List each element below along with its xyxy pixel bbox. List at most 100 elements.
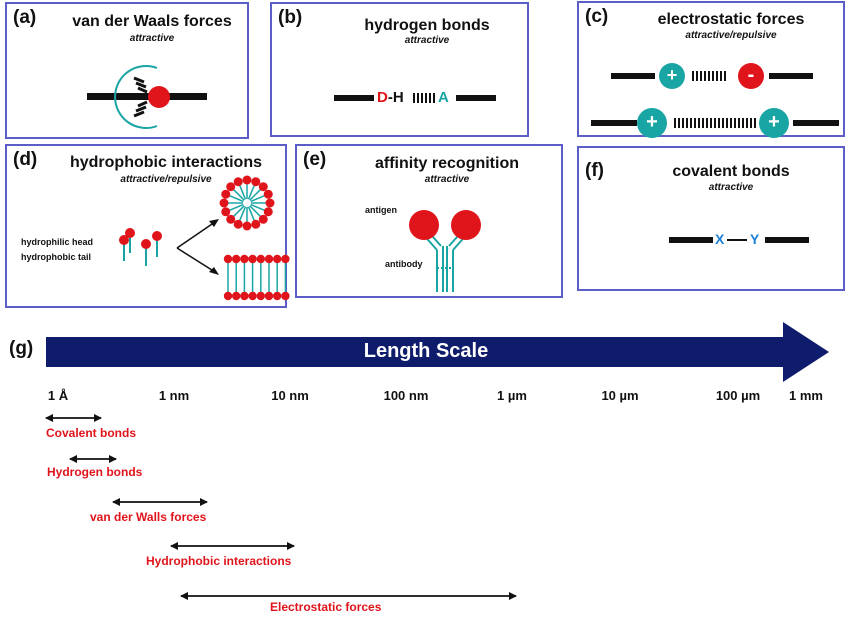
scale-tick-label: 1 mm bbox=[789, 388, 823, 403]
vdw-illustration bbox=[87, 65, 207, 129]
panel-hydrogen-bonds: (b) hydrogen bonds attractive D-H A bbox=[270, 2, 529, 137]
scale-tick-label: 100 nm bbox=[383, 388, 429, 403]
electron-cloud-arc bbox=[114, 65, 158, 129]
micelle-head bbox=[258, 182, 268, 192]
panel-covalent: (f) covalent bonds attractive X Y bbox=[577, 146, 845, 291]
panel-affinity: (e) affinity recognition attractive anti… bbox=[295, 144, 563, 298]
donor-atom: D bbox=[377, 89, 388, 106]
negative-charge bbox=[738, 63, 764, 89]
bilayer-head bbox=[264, 291, 274, 301]
panel-title: van der Waals forces bbox=[72, 13, 232, 30]
antibody-illustration bbox=[409, 210, 481, 292]
hydrophobic-illustration bbox=[119, 175, 290, 301]
hydrogen-atom: H bbox=[392, 89, 404, 106]
lipid-bilayer bbox=[223, 254, 290, 301]
bilayer-head bbox=[273, 291, 282, 301]
arrow-head bbox=[209, 267, 219, 275]
micelle-head bbox=[263, 207, 273, 217]
attraction-dashes bbox=[692, 71, 726, 81]
atom-y: Y bbox=[750, 231, 760, 247]
bilayer-head bbox=[232, 254, 241, 264]
micelle-tail bbox=[249, 189, 261, 201]
panel-subtitle: attractive bbox=[424, 174, 470, 185]
covalent-illustration bbox=[669, 237, 809, 243]
range-label: Hydrogen bonds bbox=[47, 465, 143, 479]
micelle-head bbox=[242, 175, 252, 185]
scale-tick-label: 1 Å bbox=[47, 388, 69, 403]
panel-title: affinity recognition bbox=[375, 155, 519, 172]
hbond-formula: D-H bbox=[377, 89, 404, 106]
panel-subtitle: attractive bbox=[129, 33, 175, 44]
micelle-tail bbox=[250, 195, 265, 203]
scale-tick-label: 100 µm bbox=[715, 388, 761, 403]
panel-label: (d) bbox=[13, 149, 38, 170]
micelle-tail bbox=[247, 185, 255, 200]
panel-title: covalent bonds bbox=[672, 163, 790, 180]
panel-subtitle: attractive bbox=[404, 35, 450, 46]
molecule-bar bbox=[87, 93, 207, 100]
hydrophilic-head-label: hydrophilic head bbox=[21, 237, 94, 247]
arrow-head bbox=[209, 219, 219, 227]
bilayer-head bbox=[281, 254, 290, 264]
micelle-tail bbox=[233, 189, 245, 201]
scale-tick-label: 10 µm bbox=[601, 388, 639, 403]
electrostatic-illustration bbox=[591, 63, 839, 138]
lipid-heads bbox=[119, 228, 162, 249]
bilayer-head bbox=[256, 291, 265, 301]
micelle-head bbox=[219, 198, 229, 208]
bilayer-head bbox=[232, 291, 241, 301]
bilayer-head bbox=[223, 254, 233, 264]
panel-title: hydrogen bonds bbox=[364, 17, 490, 34]
micelle-head bbox=[258, 214, 268, 224]
bilayer-head bbox=[240, 291, 249, 301]
range-label: Hydrophobic interactions bbox=[146, 554, 292, 568]
hbond-illustration bbox=[334, 93, 496, 103]
bilayer-head bbox=[223, 291, 233, 301]
atom-red bbox=[148, 86, 170, 108]
micelle-head bbox=[233, 219, 243, 229]
acceptor-atom: A bbox=[438, 89, 449, 106]
micelle-tail bbox=[239, 185, 247, 200]
bilayer-head bbox=[248, 254, 257, 264]
bilayer-head bbox=[248, 291, 257, 301]
plus-sign: + bbox=[646, 111, 658, 133]
antigen-label: antigen bbox=[365, 205, 398, 215]
micelle-tail bbox=[239, 206, 247, 221]
bilayer-head bbox=[281, 291, 290, 301]
plus-sign: + bbox=[768, 111, 780, 133]
interaction-dashes bbox=[133, 76, 148, 118]
lipid-tails bbox=[123, 237, 158, 266]
panel-title: hydrophobic interactions bbox=[69, 154, 262, 171]
range-label: van der Walls forces bbox=[90, 510, 207, 524]
micelle-head bbox=[263, 189, 273, 199]
panel-label: (a) bbox=[13, 7, 37, 28]
range-label: Electrostatic forces bbox=[270, 600, 382, 614]
micelle-tail bbox=[229, 203, 244, 211]
micelle-head bbox=[242, 221, 252, 231]
scale-tick-label: 1 µm bbox=[497, 388, 527, 403]
hydrophobic-tail-label: hydrophobic tail bbox=[21, 252, 92, 262]
antibody-label: antibody bbox=[385, 259, 423, 269]
minus-sign: - bbox=[747, 64, 755, 86]
bilayer-head bbox=[240, 254, 249, 264]
micelle-head bbox=[221, 207, 231, 217]
panel-electrostatic: (c) electrostatic forces attractive/repu… bbox=[577, 1, 845, 138]
scale-tick-label: 1 nm bbox=[158, 388, 190, 403]
atom-x: X bbox=[715, 231, 725, 247]
panel-van-der-waals: (a) van der Waals forces attractive bbox=[5, 2, 249, 139]
bilayer-head bbox=[273, 254, 282, 264]
panel-label: (f) bbox=[585, 160, 604, 181]
micelle-tail bbox=[229, 195, 244, 203]
repulsion-dashes bbox=[674, 118, 756, 128]
micelle-head bbox=[226, 214, 236, 224]
panel-label: (c) bbox=[585, 6, 609, 27]
antigen bbox=[451, 210, 481, 240]
micelle-head bbox=[251, 219, 261, 229]
bilayer-head bbox=[264, 254, 274, 264]
bilayer-head bbox=[256, 254, 265, 264]
plus-sign: + bbox=[666, 65, 678, 85]
panel-label: (b) bbox=[278, 7, 303, 28]
length-scale-title: Length Scale bbox=[363, 340, 489, 362]
